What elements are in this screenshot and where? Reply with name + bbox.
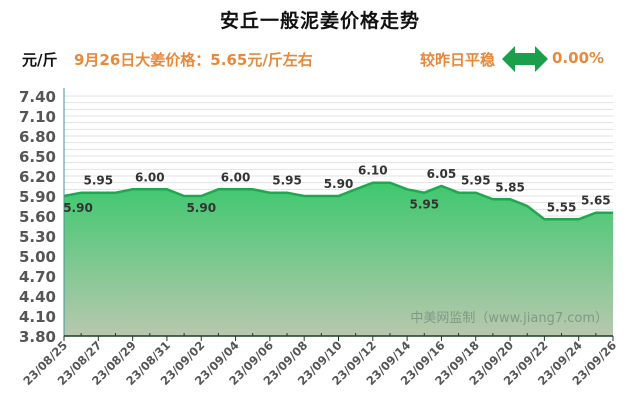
data-point-label: 5.95 bbox=[272, 174, 302, 188]
y-tick-label: 4.40 bbox=[19, 288, 56, 306]
y-tick-label: 7.10 bbox=[19, 108, 56, 126]
double-arrow-icon bbox=[502, 46, 548, 72]
data-point-label: 6.00 bbox=[135, 170, 165, 184]
data-point-label: 5.55 bbox=[547, 200, 577, 214]
data-point-label: 5.90 bbox=[324, 177, 354, 191]
data-labels: 5.90 5.95 6.00 5.90 6.00 5.95 5.90 6.10 5.95 6.05… bbox=[63, 164, 610, 215]
y-tick-label: 4.10 bbox=[19, 308, 56, 326]
y-tick-label: 3.80 bbox=[19, 328, 56, 346]
y-tick-label: 4.70 bbox=[19, 268, 56, 286]
data-point-label: 5.95 bbox=[461, 174, 491, 188]
compare-label: 较昨日平稳 bbox=[420, 51, 496, 69]
watermark: 中美网监制（www.jiang7.com） bbox=[410, 311, 608, 326]
data-point-label: 5.90 bbox=[186, 201, 216, 215]
data-point-label: 5.95 bbox=[84, 174, 114, 188]
data-point-label: 6.10 bbox=[358, 164, 388, 178]
y-tick-label: 6.20 bbox=[19, 168, 56, 186]
y-tick-label: 5.30 bbox=[19, 228, 56, 246]
y-tick-label: 6.50 bbox=[19, 148, 56, 166]
y-tick-label: 5.00 bbox=[19, 248, 56, 266]
price-line bbox=[63, 181, 613, 221]
chart-title: 安丘一般泥姜价格走势 bbox=[219, 10, 420, 32]
y-tick-label: 7.40 bbox=[19, 88, 56, 106]
price-summary: 9月26日大姜价格：5.65元/斤左右 bbox=[74, 51, 313, 69]
y-axis-ticks: 7.40 7.10 6.80 6.50 6.20 5.90 5.60 5.30 5.00 4.70… bbox=[19, 88, 56, 346]
data-point-label: 5.85 bbox=[495, 180, 525, 194]
data-point-label: 5.65 bbox=[581, 194, 611, 208]
change-value: 0.00% bbox=[552, 49, 605, 67]
area-fill bbox=[64, 182, 613, 336]
x-axis: 23/08/2523/08/2723/08/2923/08/3123/09/02… bbox=[20, 333, 619, 388]
y-tick-label: 5.90 bbox=[19, 188, 56, 206]
data-point-label: 5.90 bbox=[63, 201, 93, 215]
y-tick-label: 5.60 bbox=[19, 208, 56, 226]
data-point-label: 5.95 bbox=[409, 198, 439, 212]
y-tick-label: 6.80 bbox=[19, 128, 56, 146]
data-point-label: 6.00 bbox=[221, 170, 251, 184]
unit-label: 元/斤 bbox=[22, 51, 58, 69]
data-point-label: 6.05 bbox=[427, 167, 457, 181]
